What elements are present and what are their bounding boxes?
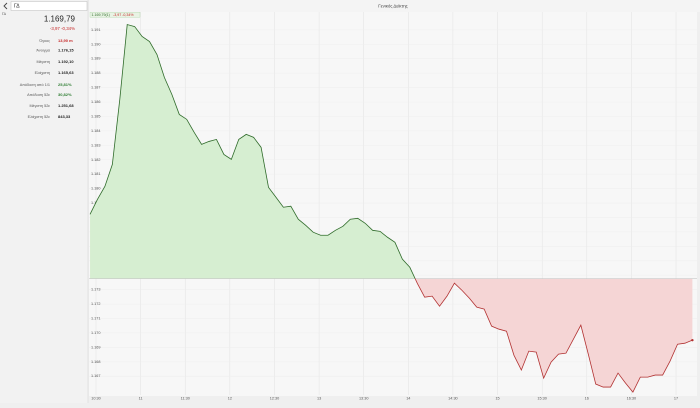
stat-value: 1.165,63 [58, 70, 74, 75]
y-tick-label: 1.189 [91, 57, 101, 61]
stat-value: 1.251,68 [58, 103, 74, 108]
x-tick-label: 12 [228, 397, 232, 401]
stat-value: 13,90 m [58, 38, 73, 43]
price: 1.169,79 [44, 15, 76, 24]
symbol: ΓΔ [2, 12, 7, 16]
x-tick-label: 16 [585, 397, 589, 401]
stat-label: Όγκος [38, 39, 50, 43]
y-tick-label: 1.172 [91, 302, 101, 306]
area-down [90, 278, 693, 393]
chart-title: Γενικός Δείκτης [378, 4, 408, 9]
search-box[interactable] [10, 1, 88, 11]
y-tick-label: 1.188 [91, 71, 101, 75]
stat-label: Ελάχιστη 52ε [28, 115, 51, 119]
price-line-down [414, 278, 693, 393]
y-tick-label: 1.180 [91, 187, 101, 191]
y-tick-label: 1.187 [91, 86, 101, 90]
back-button[interactable] [3, 2, 8, 10]
y-tick-label: 1.182 [91, 158, 101, 162]
x-tick-label: 16:30 [627, 397, 637, 401]
side-panel [0, 0, 88, 403]
tag-change: -3,97 -0,34% [113, 13, 134, 17]
y-tick-label: 1.190 [91, 42, 101, 46]
x-tick-label: 13 [317, 397, 321, 401]
x-tick-label: 11:30 [181, 397, 190, 401]
stat-value: 25,81% [58, 82, 72, 87]
x-tick-label: 17 [674, 397, 678, 401]
y-tick-label: 1.170 [91, 331, 101, 335]
y-tick-label: 1.171 [91, 317, 101, 321]
chart-header [89, 0, 700, 12]
stat-value: 30,82% [58, 92, 72, 97]
y-tick-label: 1.173 [91, 288, 101, 292]
x-tick-label: 13:30 [359, 397, 369, 401]
price-line-up [89, 24, 416, 279]
x-tick-label: 11 [139, 397, 143, 401]
stat-label: Μέγιστη [36, 60, 50, 64]
y-tick-label: 1.181 [91, 172, 101, 176]
stat-label: Μέγιστη 52ε [29, 104, 50, 108]
stat-label: Απόδοση 52ε [27, 93, 50, 97]
stat-label: Απόδοση από 1/1 [20, 83, 50, 87]
y-tick-label: 1.185 [91, 114, 101, 118]
stat-label: Άνοιγμα [36, 49, 50, 53]
stat-label: Ελάχιστη [35, 71, 50, 75]
y-tick-label: 1.168 [91, 360, 101, 364]
y-tick-label: 1.191 [91, 28, 101, 32]
x-tick-label: 10:30 [91, 397, 101, 401]
last-point [691, 338, 694, 342]
x-tick-label: 12:30 [270, 397, 280, 401]
stat-value: 1.192,10 [58, 59, 74, 64]
search-text[interactable]: ΓΔ [14, 4, 20, 10]
y-tick-label: 1.169 [91, 345, 101, 349]
stat-value: 1.176,15 [58, 48, 74, 53]
x-tick-label: 14 [406, 397, 410, 401]
x-tick-label: 14:30 [448, 397, 458, 401]
price-tag [89, 12, 141, 18]
change: -3,97 -0,34% [50, 26, 75, 31]
y-tick-label: 1.167 [91, 374, 101, 378]
y-tick-label: 1.183 [91, 143, 101, 147]
y-tick-label: 1.184 [91, 129, 101, 133]
y-tick-label: 1.186 [91, 100, 101, 104]
x-tick-label: 15 [495, 397, 499, 401]
x-tick-label: 15:30 [537, 397, 547, 401]
stat-value: 843,33 [58, 114, 71, 119]
area-up [90, 24, 416, 279]
tag-price: 1.169,79(1) [92, 13, 110, 17]
